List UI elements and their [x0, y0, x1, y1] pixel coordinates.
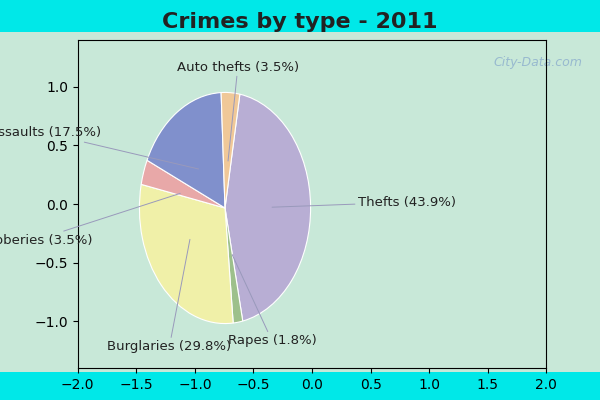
Wedge shape: [221, 92, 240, 208]
Text: Thefts (43.9%): Thefts (43.9%): [272, 196, 455, 209]
Wedge shape: [225, 208, 243, 323]
Text: Burglaries (29.8%): Burglaries (29.8%): [107, 240, 232, 353]
Wedge shape: [225, 94, 311, 321]
Wedge shape: [147, 92, 225, 208]
Text: Robberies (3.5%): Robberies (3.5%): [0, 193, 180, 247]
Wedge shape: [139, 184, 233, 324]
Wedge shape: [141, 160, 225, 208]
Text: Rapes (1.8%): Rapes (1.8%): [228, 254, 316, 347]
Text: Crimes by type - 2011: Crimes by type - 2011: [162, 12, 438, 32]
Text: Auto thefts (3.5%): Auto thefts (3.5%): [177, 60, 299, 161]
Text: City-Data.com: City-Data.com: [493, 56, 582, 69]
Text: Assaults (17.5%): Assaults (17.5%): [0, 126, 199, 169]
